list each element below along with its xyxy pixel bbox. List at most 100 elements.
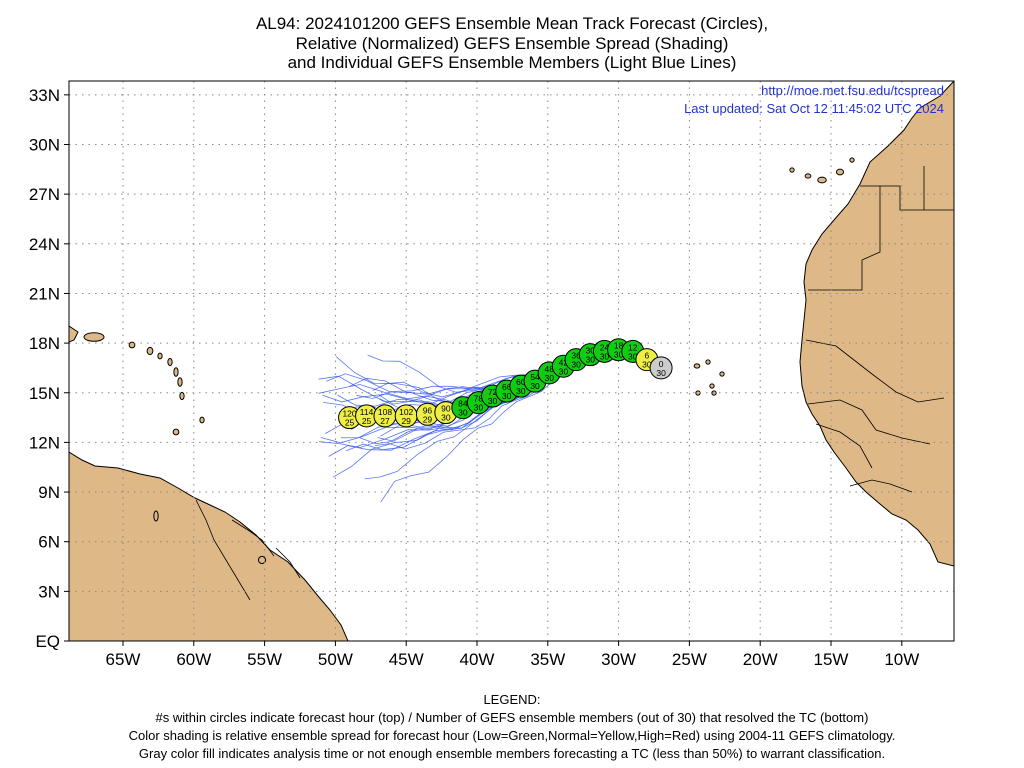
member-count-label: 30	[502, 391, 512, 401]
forecast-hour-label: 84	[458, 399, 468, 409]
forecast-hour-label: 78	[474, 394, 484, 404]
member-count-label: 30	[488, 396, 498, 406]
forecast-hour-label: 96	[423, 405, 433, 415]
island-cape-verde	[695, 390, 701, 396]
x-tick-label: 35W	[530, 650, 565, 669]
country-border	[808, 186, 881, 291]
island-lesser-antilles	[157, 352, 163, 360]
island-canary-islands	[817, 176, 827, 184]
country-border	[807, 399, 931, 445]
island-cape-verde	[705, 359, 711, 365]
y-tick-label: 21N	[29, 284, 60, 303]
x-tick-label: 50W	[318, 650, 353, 669]
x-tick-label: 40W	[460, 650, 495, 669]
island-lesser-antilles	[179, 391, 185, 401]
island-canary-islands	[835, 168, 845, 176]
forecast-hour-label: 36	[571, 351, 581, 361]
country-border	[195, 499, 251, 601]
member-count-label: 30	[628, 351, 638, 361]
island-lesser-antilles	[128, 341, 136, 349]
member-count-label: 25	[362, 416, 372, 426]
source-url: http://moe.met.fsu.edu/tcspread	[761, 83, 944, 98]
island-lesser-antilles	[199, 416, 205, 424]
y-tick-label: EQ	[35, 632, 60, 651]
map-frame	[68, 80, 955, 642]
x-tick-label: 30W	[601, 650, 636, 669]
legend-line-1: #s within circles indicate forecast hour…	[155, 710, 869, 725]
member-count-label: 30	[586, 355, 596, 365]
island-lesser-antilles	[153, 510, 159, 522]
member-count-label: 29	[401, 416, 411, 426]
island-lesser-antilles	[257, 555, 267, 565]
forecast-hour-label: 42	[559, 357, 569, 367]
axis-ticks: 33N 30N 27N 24N 21N 18N 15N 12N 9N 6N 3N EQ 65W 60W 55…	[29, 86, 919, 669]
member-count-label: 30	[656, 368, 666, 378]
x-tick-label: 60W	[176, 650, 211, 669]
y-tick-label: 9N	[38, 483, 60, 502]
island-lesser-antilles	[177, 377, 183, 387]
y-tick-label: 18N	[29, 334, 60, 353]
island-puerto-rico	[83, 332, 105, 342]
member-count-label: 27	[380, 416, 390, 426]
y-tick-label: 3N	[38, 582, 60, 601]
member-count-label: 25	[345, 418, 355, 428]
island-lesser-antilles	[167, 357, 173, 367]
forecast-hour-label: 0	[659, 359, 664, 369]
member-count-label: 30	[571, 360, 581, 370]
island-cape-verde	[719, 371, 725, 377]
y-tick-label: 12N	[29, 433, 60, 452]
mean-track: 1202511425108271022996299030843078307230…	[338, 338, 673, 430]
legend-line-3: Gray color fill indicates analysis time …	[138, 746, 886, 761]
island-canary-islands	[789, 167, 795, 173]
member-count-label: 30	[458, 408, 468, 418]
x-tick-label: 65W	[106, 650, 141, 669]
y-tick-label: 33N	[29, 86, 60, 105]
forecast-hour-label: 48	[544, 364, 554, 374]
forecast-hour-label: 60	[516, 377, 526, 387]
member-count-label: 30	[516, 386, 526, 396]
forecast-hour-label: 102	[399, 407, 413, 417]
forecast-hour-label: 90	[441, 404, 451, 414]
x-tick-label: 45W	[389, 650, 424, 669]
last-updated: Last updated: Sat Oct 12 11:45:02 UTC 20…	[684, 101, 944, 116]
y-tick-label: 27N	[29, 185, 60, 204]
member-count-label: 30	[614, 350, 624, 360]
land-africa	[799, 81, 954, 567]
member-count-label: 30	[600, 351, 610, 361]
forecast-hour-label: 108	[378, 407, 392, 417]
country-border	[815, 423, 873, 469]
island-cape-verde	[693, 363, 701, 369]
y-tick-label: 15N	[29, 384, 60, 403]
forecast-point: 030	[649, 356, 673, 380]
land-windward-isl-tip	[69, 325, 79, 343]
forecast-hour-label: 120	[342, 409, 356, 419]
grid-lines	[69, 81, 954, 641]
land-masses	[69, 81, 954, 641]
x-tick-label: 15W	[814, 650, 849, 669]
forecast-hour-label: 12	[628, 342, 638, 352]
chart-title-line-2: Relative (Normalized) GEFS Ensemble Spre…	[295, 34, 729, 53]
country-border	[849, 479, 913, 493]
member-count-label: 30	[530, 381, 540, 391]
y-tick-label: 24N	[29, 235, 60, 254]
member-count-label: 30	[474, 403, 484, 413]
x-tick-label: 25W	[672, 650, 707, 669]
forecast-hour-label: 6	[645, 351, 650, 361]
island-cape-verde	[709, 383, 715, 389]
legend-line-2: Color shading is relative ensemble sprea…	[128, 728, 896, 743]
chart-title-line-1: AL94: 2024101200 GEFS Ensemble Mean Trac…	[255, 14, 769, 33]
forecast-hour-label: 114	[360, 407, 374, 417]
y-tick-label: 30N	[29, 136, 60, 155]
member-count-label: 30	[544, 373, 554, 383]
member-count-label: 30	[559, 366, 569, 376]
country-border	[805, 339, 945, 403]
forecast-hour-label: 24	[600, 342, 610, 352]
island-canary-islands	[849, 157, 855, 163]
island-lesser-antilles	[172, 428, 180, 436]
land-south-america	[69, 451, 349, 641]
